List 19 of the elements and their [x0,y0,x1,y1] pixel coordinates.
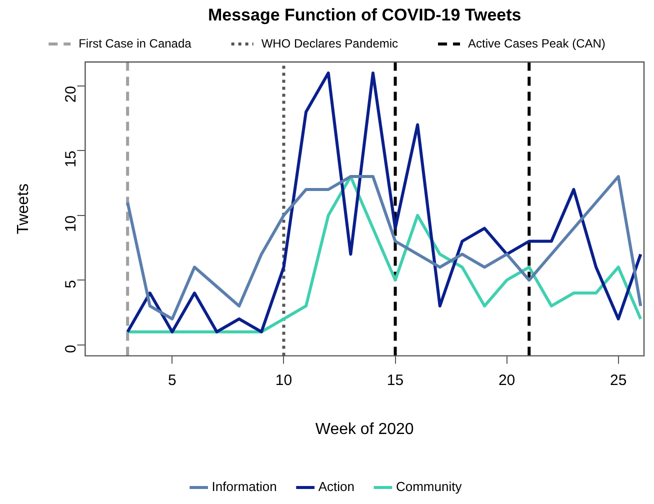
legend-label: Active Cases Peak (CAN) [468,36,606,50]
x-tick-label: 5 [168,372,176,389]
y-axis-title: Tweets [15,184,32,234]
chart-title: Message Function of COVID-19 Tweets [208,6,522,25]
legend-label: Information [212,479,277,494]
x-tick-label: 20 [498,372,516,389]
y-tick-label: 20 [62,86,80,103]
x-axis-title: Week of 2020 [315,420,414,438]
y-tick-label: 10 [62,215,80,232]
legend-label: Action [318,479,354,494]
legend-label: WHO Declares Pandemic [261,36,398,50]
y-tick-label: 5 [62,280,80,288]
y-tick-label: 15 [62,150,80,168]
y-tick-label: 0 [62,344,80,354]
x-tick-label: 15 [386,372,404,389]
ref-line-label: First Case in Canada [78,36,192,50]
legend-label: Community [396,479,462,494]
x-tick-label: 10 [275,372,292,389]
x-tick-label: 25 [610,372,627,389]
